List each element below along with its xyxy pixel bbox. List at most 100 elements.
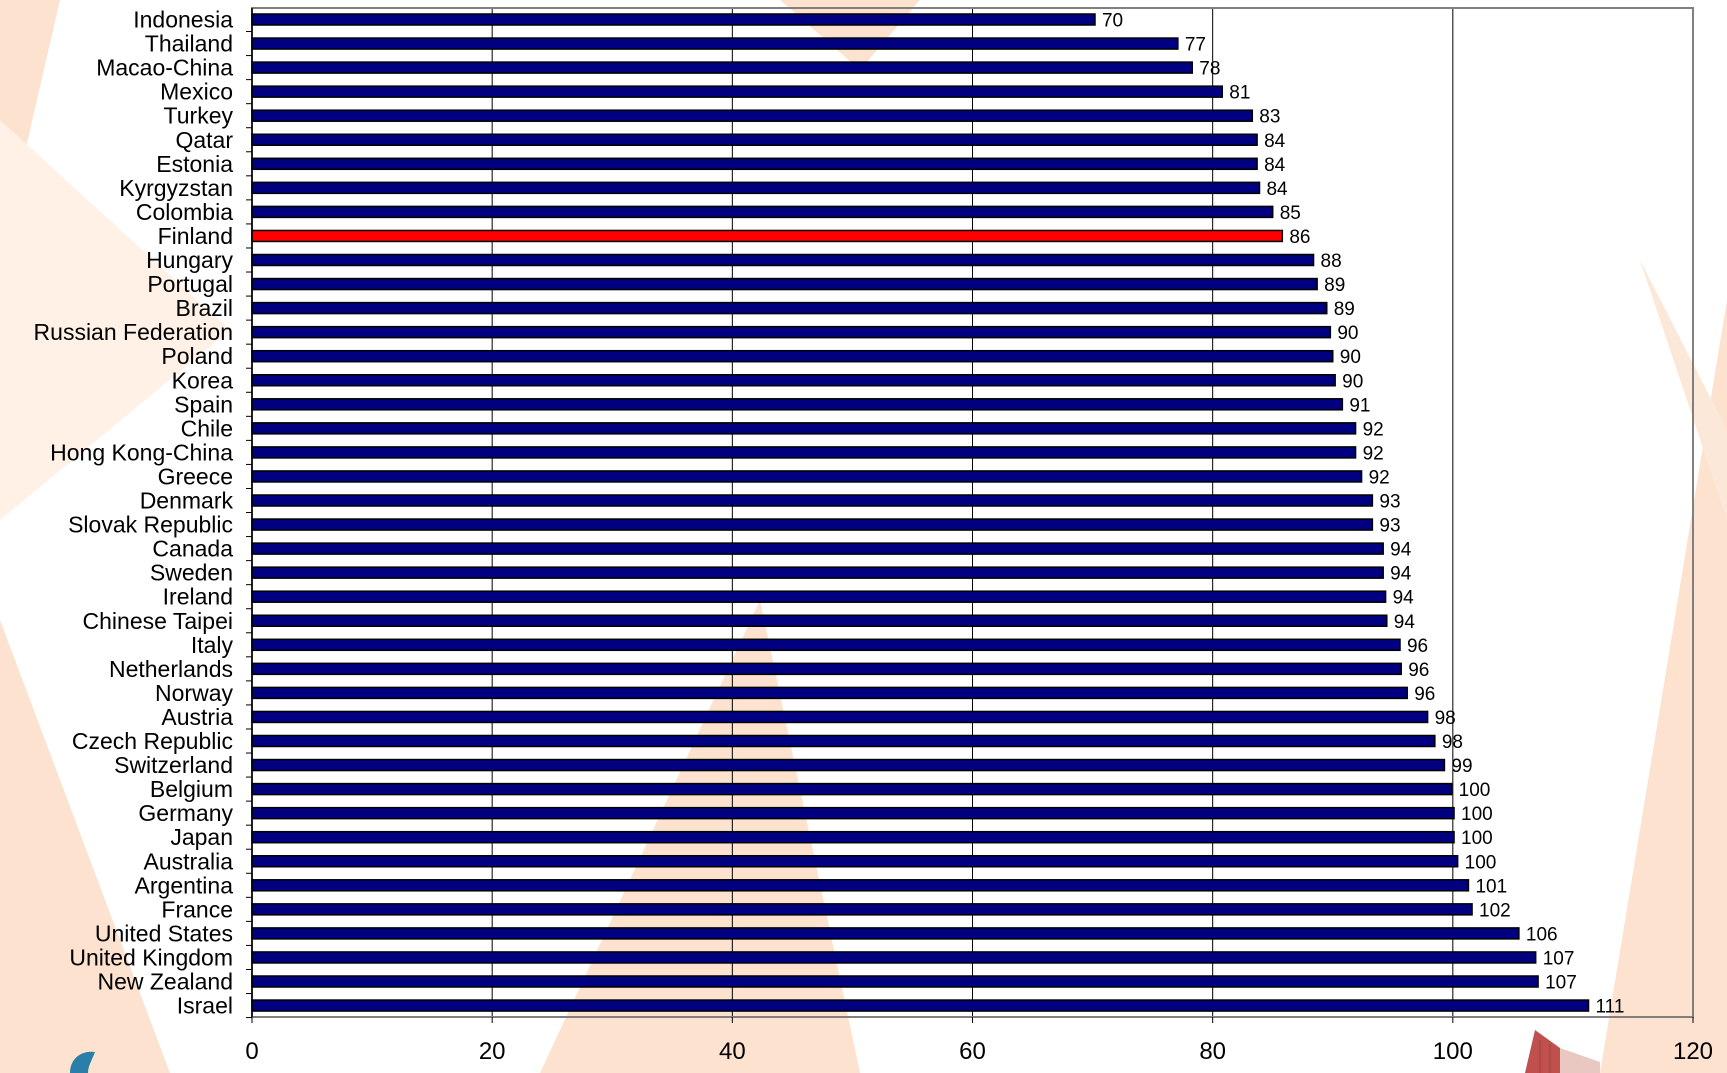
value-label-norway: 96: [1414, 684, 1435, 705]
value-label-argentina: 101: [1475, 876, 1507, 897]
category-label-poland: Poland: [161, 343, 233, 369]
bar-chile: [251, 422, 1357, 435]
bg-shape-right-wedge: [1640, 260, 1727, 520]
bar-kyrgyzstan: [251, 181, 1261, 195]
category-label-brazil: Brazil: [175, 295, 233, 321]
bar-belgium: [251, 782, 1453, 796]
value-label-brazil: 89: [1334, 299, 1355, 320]
bar-chinese-taipei: [251, 614, 1388, 627]
bar-indonesia: [251, 13, 1096, 26]
category-label-ireland: Ireland: [163, 584, 233, 610]
category-label-thailand: Thailand: [145, 31, 233, 57]
bg-shape-lower-left: [0, 620, 170, 1073]
category-label-czech-republic: Czech Republic: [72, 728, 233, 754]
value-label-austria: 98: [1435, 708, 1456, 729]
bar-canada: [251, 542, 1384, 555]
category-label-italy: Italy: [191, 632, 234, 658]
category-label-new-zealand: New Zealand: [97, 969, 233, 995]
value-label-chile: 92: [1363, 419, 1384, 440]
value-label-colombia: 85: [1280, 203, 1301, 224]
bg-shape-right: [1600, 120, 1727, 1073]
value-label-canada: 94: [1390, 540, 1412, 561]
bar-mexico: [251, 85, 1224, 98]
x-tick-label-40: 40: [719, 1038, 746, 1065]
value-label-united-kingdom: 107: [1543, 948, 1575, 969]
category-label-australia: Australia: [144, 848, 234, 874]
category-label-slovak-republic: Slovak Republic: [68, 512, 233, 538]
x-tick-label-20: 20: [479, 1038, 506, 1065]
bar-sweden: [251, 566, 1384, 579]
bar-macao-china: [251, 61, 1194, 74]
bar-hungary: [251, 253, 1315, 267]
category-label-qatar: Qatar: [175, 127, 233, 153]
value-label-chinese-taipei: 94: [1394, 612, 1416, 633]
value-label-germany: 100: [1461, 804, 1493, 825]
value-label-united-states: 106: [1526, 924, 1558, 945]
value-label-estonia: 84: [1264, 155, 1286, 176]
value-labels: 70 77 78 81 83 84 84 84 85 86 88 89 89 90 90 90 91 92 92 92…: [1102, 11, 1624, 1018]
value-label-portugal: 89: [1324, 275, 1345, 296]
value-label-hong-kong-china: 92: [1363, 443, 1384, 464]
bar-colombia: [251, 205, 1274, 219]
building-illustration: [1525, 1030, 1600, 1073]
category-label-indonesia: Indonesia: [133, 7, 233, 33]
category-label-korea: Korea: [172, 367, 234, 393]
bar-united-kingdom: [251, 951, 1537, 964]
value-label-belgium: 100: [1459, 780, 1491, 801]
category-label-turkey: Turkey: [164, 103, 234, 129]
category-labels: IndonesiaThailandMacao-ChinaMexicoTurkey…: [34, 7, 234, 1019]
bar-turkey: [251, 109, 1254, 122]
bar-hong-kong-china: [251, 446, 1357, 459]
value-label-qatar: 84: [1264, 131, 1286, 152]
bar-portugal: [251, 277, 1318, 291]
value-label-ireland: 94: [1393, 588, 1415, 609]
bar-netherlands: [251, 662, 1402, 676]
bar-slovak-republic: [251, 518, 1374, 531]
value-label-switzerland: 99: [1451, 756, 1472, 777]
value-label-netherlands: 96: [1408, 660, 1429, 681]
value-label-japan: 100: [1461, 828, 1493, 849]
bar-finland: [251, 229, 1284, 243]
value-label-poland: 90: [1340, 347, 1361, 368]
category-label-belgium: Belgium: [150, 776, 233, 802]
category-label-japan: Japan: [170, 824, 233, 850]
value-label-turkey: 83: [1259, 107, 1280, 128]
category-label-united-kingdom: United Kingdom: [69, 944, 233, 970]
bar-estonia: [251, 157, 1258, 171]
value-label-spain: 91: [1349, 395, 1370, 416]
category-label-hong-kong-china: Hong Kong-China: [50, 439, 233, 465]
category-label-colombia: Colombia: [136, 199, 233, 225]
bar-norway: [251, 686, 1408, 700]
bar-ireland: [251, 590, 1387, 603]
logo-swoosh: [70, 1051, 95, 1073]
value-label-italy: 96: [1407, 636, 1428, 657]
x-tick-label-80: 80: [1199, 1038, 1226, 1065]
value-label-israel: 111: [1596, 997, 1625, 1018]
category-label-mexico: Mexico: [160, 79, 233, 105]
category-label-argentina: Argentina: [135, 872, 234, 898]
value-label-kyrgyzstan: 84: [1266, 179, 1288, 200]
category-label-macao-china: Macao-China: [96, 55, 233, 81]
bg-shape-upper-left: [0, 120, 230, 520]
bar-thailand: [251, 37, 1179, 50]
value-label-denmark: 93: [1379, 492, 1400, 513]
category-label-germany: Germany: [138, 800, 233, 826]
bar-denmark: [251, 494, 1374, 507]
bar-austria: [251, 710, 1429, 724]
value-label-hungary: 88: [1321, 251, 1342, 272]
x-tick-label-120: 120: [1673, 1038, 1713, 1065]
x-tick-label-100: 100: [1433, 1038, 1473, 1065]
value-label-mexico: 81: [1229, 83, 1250, 104]
category-label-greece: Greece: [158, 463, 233, 489]
category-label-russian-federation: Russian Federation: [34, 319, 233, 345]
bar-poland: [251, 349, 1334, 363]
x-tick-label-60: 60: [959, 1038, 986, 1065]
bar-switzerland: [251, 758, 1446, 772]
value-label-greece: 92: [1369, 467, 1390, 488]
category-label-switzerland: Switzerland: [114, 752, 233, 778]
category-label-israel: Israel: [177, 993, 233, 1019]
bar-japan: [251, 830, 1455, 844]
category-label-hungary: Hungary: [146, 247, 233, 273]
category-label-spain: Spain: [174, 391, 233, 417]
